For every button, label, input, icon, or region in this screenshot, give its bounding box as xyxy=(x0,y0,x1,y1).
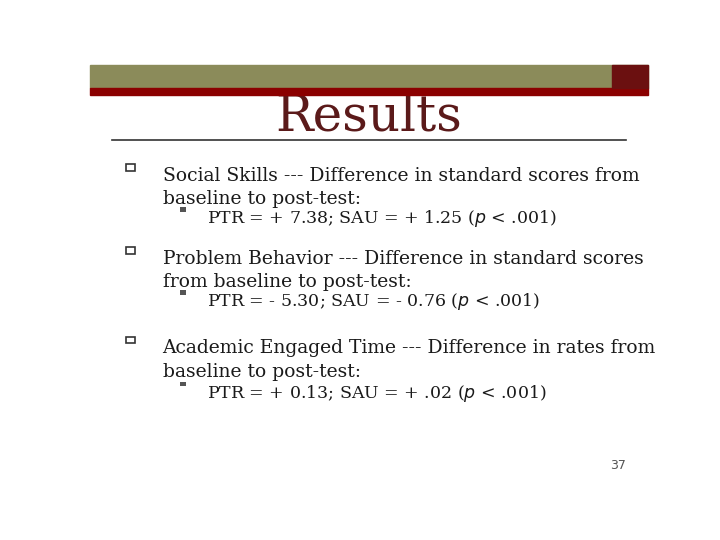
Bar xyxy=(181,207,186,212)
Text: Results: Results xyxy=(276,92,462,141)
Bar xyxy=(181,291,186,295)
Text: PTR = + 7.38; SAU = + 1.25 ($p$ < .001): PTR = + 7.38; SAU = + 1.25 ($p$ < .001) xyxy=(207,208,557,230)
Bar xyxy=(612,65,648,87)
Text: 37: 37 xyxy=(610,460,626,472)
Text: PTR = - 5.30; SAU = - 0.76 ($p$ < .001): PTR = - 5.30; SAU = - 0.76 ($p$ < .001) xyxy=(207,292,541,313)
Bar xyxy=(126,336,135,343)
Bar xyxy=(126,164,135,171)
Bar xyxy=(181,382,186,386)
Text: Social Skills --- Difference in standard scores from
baseline to post-test:: Social Skills --- Difference in standard… xyxy=(163,167,639,208)
Bar xyxy=(90,65,648,87)
Text: Academic Engaged Time --- Difference in rates from
baseline to post-test:: Academic Engaged Time --- Difference in … xyxy=(163,339,656,381)
Bar xyxy=(126,247,135,254)
Bar xyxy=(90,87,648,95)
Text: Problem Behavior --- Difference in standard scores
from baseline to post-test:: Problem Behavior --- Difference in stand… xyxy=(163,250,643,292)
Text: PTR = + 0.13; SAU = + .02 ($p$ < .001): PTR = + 0.13; SAU = + .02 ($p$ < .001) xyxy=(207,383,546,404)
